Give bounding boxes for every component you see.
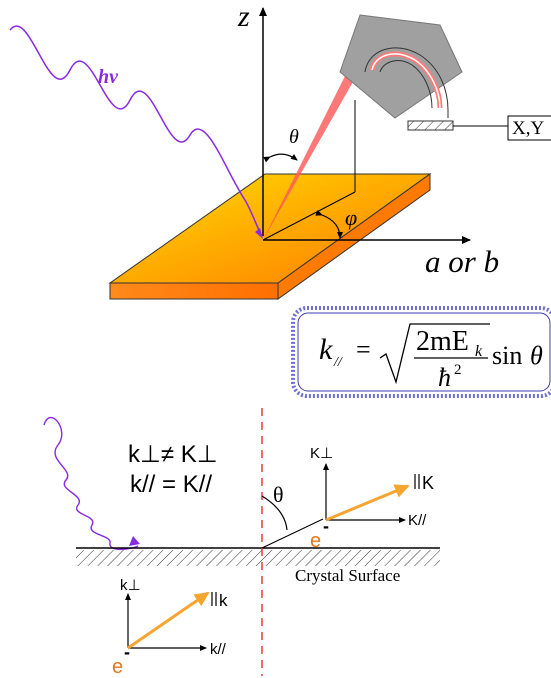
inside-perp-label: k⊥ xyxy=(120,577,141,594)
projection-lines xyxy=(262,100,356,241)
outside-vector-label-group: K xyxy=(414,473,434,493)
outside-electron-label: e xyxy=(310,530,321,552)
outside-electron-vector xyxy=(325,484,410,522)
relation-perp: k⊥≠ K⊥ xyxy=(128,441,218,468)
sample-plate xyxy=(108,173,432,300)
inside-vector-label-group: k xyxy=(211,591,228,610)
formula-denominator-exp: 2 xyxy=(454,362,462,378)
outside-par-label: K// xyxy=(408,512,427,529)
phi-arc xyxy=(315,210,343,239)
crystal-surface-label: Crystal Surface xyxy=(295,566,400,585)
detector-readout-box xyxy=(507,115,551,141)
formula-numerator: 2mE xyxy=(416,326,469,357)
analyzer xyxy=(339,14,509,132)
theta-label-bottom: θ xyxy=(273,482,284,507)
relation-par: k// = K// xyxy=(130,471,212,498)
z-axis-label: z xyxy=(237,0,250,33)
formula-numerator-subscript: k xyxy=(475,343,483,360)
photon-arrowhead-top xyxy=(255,228,263,239)
in-plane-axis-label: a or b xyxy=(425,244,499,279)
formula-trailing-var: θ xyxy=(530,341,543,370)
inside-par-label: k// xyxy=(210,641,227,658)
inside-electron-label: e xyxy=(112,656,123,678)
formula-radical xyxy=(379,323,490,385)
photon-wave-bottom xyxy=(43,417,139,551)
outside-axes xyxy=(323,463,406,523)
formula-box xyxy=(291,306,551,398)
theta-label-top: θ xyxy=(289,126,299,148)
formula-lhs: k xyxy=(319,333,333,366)
inside-axes xyxy=(125,593,207,651)
photon-arrowhead-bottom xyxy=(129,536,140,546)
outside-perp-label: K⊥ xyxy=(310,445,333,462)
crystal-surface xyxy=(76,547,440,566)
outside-emission-line xyxy=(261,518,324,549)
outside-vector-label: K xyxy=(422,473,434,493)
formula: k // = 2mE k ħ 2 sin θ xyxy=(319,323,543,392)
theta-arc-bottom xyxy=(261,495,288,531)
inside-electron-charge: - xyxy=(124,642,130,662)
formula-equals: = xyxy=(356,335,371,364)
formula-lhs-subscript: // xyxy=(333,355,343,370)
formula-denominator: ħ xyxy=(438,363,451,392)
outside-electron-charge: - xyxy=(323,516,329,536)
photon-label: hν xyxy=(98,66,119,88)
theta-arc xyxy=(263,153,298,163)
formula-trailing: sin xyxy=(492,341,522,370)
photon-wave-top xyxy=(9,25,263,237)
detector-readout-label: X,Y xyxy=(512,118,544,139)
inside-electron-vector xyxy=(127,591,210,650)
inside-vector-label: k xyxy=(219,591,228,610)
electron-beam xyxy=(263,62,362,240)
phi-label: φ xyxy=(345,205,357,230)
